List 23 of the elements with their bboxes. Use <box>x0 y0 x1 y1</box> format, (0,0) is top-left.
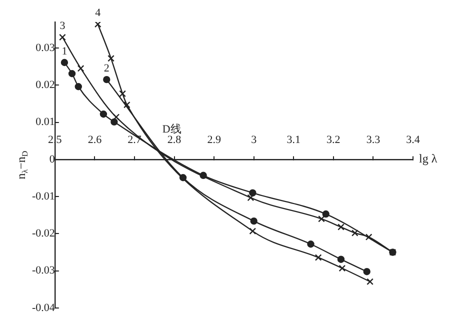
y-tick-label: -0.02 <box>32 228 55 240</box>
y-tick-label: 0.01 <box>36 116 55 128</box>
series-label: 1 <box>62 45 68 58</box>
x-tick-label: 3 <box>251 134 258 146</box>
y-axis-title: nλ−nD <box>14 150 30 180</box>
x-tick-label: 3.4 <box>406 134 420 146</box>
y-tick-label: 0.03 <box>36 42 56 54</box>
x-tick-label: 2.9 <box>207 134 222 146</box>
series-label: 4 <box>95 7 102 20</box>
x-tick-label: 3.2 <box>326 134 340 146</box>
series-label: 3 <box>60 20 66 32</box>
y-tick-label: -0.03 <box>32 264 56 277</box>
annotation: D线 <box>162 122 182 136</box>
x-axis-title: lg λ <box>419 152 438 166</box>
x-tick-label: 2.6 <box>88 134 102 146</box>
x-tick-label: 2.8 <box>167 134 182 146</box>
y-tick-label: 0.02 <box>36 79 55 92</box>
y-tick-label: -0.04 <box>32 302 56 314</box>
y-tick-label: -0.01 <box>32 190 55 202</box>
x-tick-label: 3.1 <box>286 134 301 146</box>
series-label: 2 <box>104 62 110 74</box>
y-tick-label: 0 <box>49 153 56 166</box>
x-tick-label: 3.3 <box>366 134 381 146</box>
